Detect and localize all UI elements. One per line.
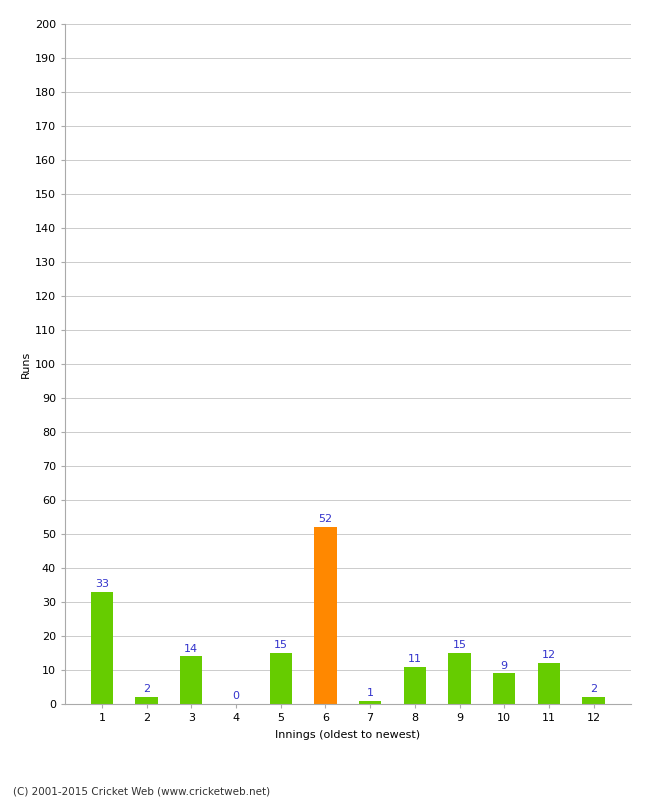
- Text: 2: 2: [143, 685, 150, 694]
- Bar: [493, 674, 515, 704]
- Text: 14: 14: [184, 644, 198, 654]
- Bar: [135, 697, 158, 704]
- Text: 15: 15: [452, 640, 467, 650]
- Y-axis label: Runs: Runs: [21, 350, 31, 378]
- Bar: [404, 666, 426, 704]
- Text: 2: 2: [590, 685, 597, 694]
- Text: 1: 1: [367, 688, 374, 698]
- Bar: [314, 527, 337, 704]
- Text: 33: 33: [95, 579, 109, 589]
- Bar: [91, 592, 113, 704]
- X-axis label: Innings (oldest to newest): Innings (oldest to newest): [275, 730, 421, 740]
- Bar: [270, 653, 292, 704]
- Text: 11: 11: [408, 654, 422, 664]
- Text: 52: 52: [318, 514, 332, 525]
- Text: 0: 0: [233, 691, 239, 702]
- Bar: [582, 697, 604, 704]
- Bar: [538, 663, 560, 704]
- Bar: [448, 653, 471, 704]
- Text: 12: 12: [542, 650, 556, 661]
- Text: 9: 9: [500, 661, 508, 670]
- Bar: [180, 656, 202, 704]
- Text: 15: 15: [274, 640, 288, 650]
- Text: (C) 2001-2015 Cricket Web (www.cricketweb.net): (C) 2001-2015 Cricket Web (www.cricketwe…: [13, 786, 270, 796]
- Bar: [359, 701, 382, 704]
